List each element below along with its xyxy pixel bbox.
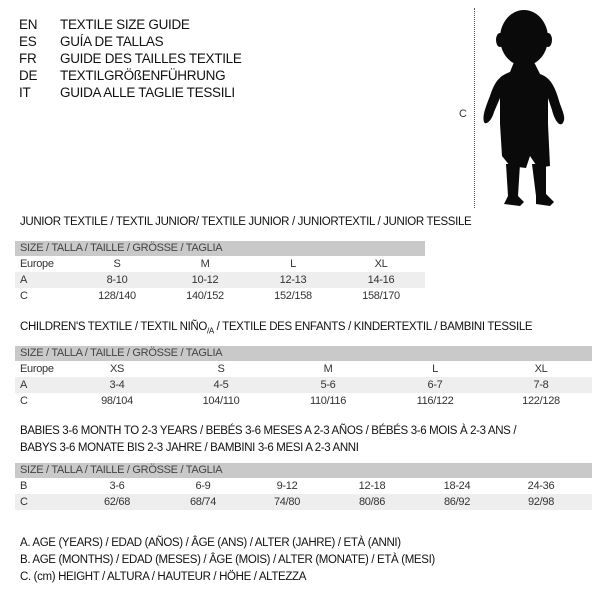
- legend-item: C. (cm) HEIGHT / ALTURA / HAUTEUR / HÖHE…: [20, 571, 307, 583]
- cell: 158/170: [362, 290, 400, 302]
- height-measure-label: C: [459, 108, 467, 120]
- cell: 116/122: [416, 395, 454, 407]
- children-section-title: CHILDREN'S TEXTILE / TEXTIL NIÑO/A / TEX…: [20, 321, 533, 336]
- cell: XL: [374, 258, 388, 270]
- cell: 98/104: [101, 395, 133, 407]
- cell: 12-13: [279, 274, 307, 286]
- cell: 68/74: [189, 496, 217, 508]
- legend-item: B. AGE (MONTHS) / EDAD (MESES) / ÂGE (MO…: [20, 554, 435, 566]
- table-row: Europe XS S M L XL: [15, 361, 592, 377]
- row-label: Europe: [20, 258, 54, 270]
- table-row: C 98/104 104/110 110/116 116/122 122/128: [15, 393, 592, 409]
- cell: 140/152: [186, 290, 224, 302]
- table-header: SIZE / TALLA / TAILLE / GRÖSSE / TAGLIA: [15, 346, 592, 361]
- lang-code: IT: [19, 85, 31, 100]
- title-part: CHILDREN'S TEXTILE / TEXTIL NIÑO: [20, 321, 207, 333]
- cell: 5-6: [320, 379, 336, 391]
- babies-section-title: BABIES 3-6 MONTH TO 2-3 YEARS / BEBÉS 3-…: [20, 425, 517, 437]
- title-part: / TEXTILE DES ENFANTS / KINDERTEXTIL / B…: [213, 321, 533, 333]
- cell: XS: [109, 363, 125, 375]
- children-size-table: SIZE / TALLA / TAILLE / GRÖSSE / TAGLIA …: [15, 346, 592, 409]
- table-row: C 128/140 140/152 152/158 158/170: [15, 288, 425, 304]
- cell: 8-10: [106, 274, 128, 286]
- title-subscript: /A: [206, 326, 214, 336]
- table-row: B 3-6 6-9 9-12 12-18 18-24 24-36: [15, 478, 592, 494]
- junior-size-table: SIZE / TALLA / TAILLE / GRÖSSE / TAGLIA …: [15, 241, 425, 304]
- height-measure-line: [474, 8, 475, 208]
- lang-title: TEXTILE SIZE GUIDE: [60, 17, 190, 32]
- lang-title: TEXTILGRÖßENFÜHRUNG: [60, 68, 226, 83]
- cell: L: [432, 363, 438, 375]
- cell: 24-36: [527, 480, 555, 492]
- cell: 6-7: [427, 379, 443, 391]
- cell: 86/92: [443, 496, 471, 508]
- cell: 104/110: [202, 395, 240, 407]
- table-row: A 3-4 4-5 5-6 6-7 7-8: [15, 377, 592, 393]
- cell: M: [200, 258, 210, 270]
- legend-item: A. AGE (YEARS) / EDAD (AÑOS) / ÂGE (ANS)…: [20, 537, 401, 549]
- cell: 122/128: [522, 395, 560, 407]
- cell: 80/86: [358, 496, 386, 508]
- cell: 10-12: [191, 274, 219, 286]
- row-label: Europe: [20, 363, 54, 375]
- cell: M: [323, 363, 333, 375]
- lang-code: EN: [19, 17, 38, 32]
- child-silhouette-icon: [483, 10, 565, 206]
- babies-section-title-line2: BABYS 3-6 MONATE BIS 2-3 JAHRE / BAMBINI…: [20, 442, 359, 454]
- cell: S: [217, 363, 225, 375]
- cell: 6-9: [195, 480, 211, 492]
- row-label: B: [20, 480, 28, 492]
- row-label: C: [20, 290, 28, 302]
- cell: 3-6: [109, 480, 125, 492]
- junior-section-title: JUNIOR TEXTILE / TEXTIL JUNIOR/ TEXTILE …: [20, 216, 472, 228]
- row-label: A: [20, 379, 28, 391]
- cell: XL: [534, 363, 548, 375]
- cell: 92/98: [527, 496, 555, 508]
- cell: 9-12: [276, 480, 298, 492]
- cell: 12-18: [358, 480, 386, 492]
- cell: 110/116: [309, 395, 347, 407]
- cell: 7-8: [533, 379, 549, 391]
- cell: 14-16: [367, 274, 395, 286]
- table-row: A 8-10 10-12 12-13 14-16: [15, 272, 425, 288]
- table-header: SIZE / TALLA / TAILLE / GRÖSSE / TAGLIA: [15, 463, 592, 478]
- lang-title: GUIDE DES TAILLES TEXTILE: [60, 51, 242, 66]
- cell: 62/68: [103, 496, 131, 508]
- row-label: A: [20, 274, 28, 286]
- lang-title: GUÍA DE TALLAS: [60, 34, 164, 49]
- table-row: Europe S M L XL: [15, 256, 425, 272]
- lang-code: ES: [19, 34, 37, 49]
- row-label: C: [20, 395, 28, 407]
- row-label: C: [20, 496, 28, 508]
- babies-size-table: SIZE / TALLA / TAILLE / GRÖSSE / TAGLIA …: [15, 463, 592, 510]
- lang-code: FR: [19, 51, 37, 66]
- cell: 152/158: [274, 290, 312, 302]
- table-row: C 62/68 68/74 74/80 80/86 86/92 92/98: [15, 494, 592, 510]
- cell: S: [113, 258, 121, 270]
- cell: 74/80: [273, 496, 301, 508]
- cell: 128/140: [98, 290, 136, 302]
- cell: 4-5: [213, 379, 229, 391]
- cell: 3-4: [109, 379, 125, 391]
- lang-title: GUIDA ALLE TAGLIE TESSILI: [60, 85, 235, 100]
- cell: L: [290, 258, 296, 270]
- table-header: SIZE / TALLA / TAILLE / GRÖSSE / TAGLIA: [15, 241, 425, 256]
- lang-code: DE: [19, 68, 38, 83]
- cell: 18-24: [443, 480, 471, 492]
